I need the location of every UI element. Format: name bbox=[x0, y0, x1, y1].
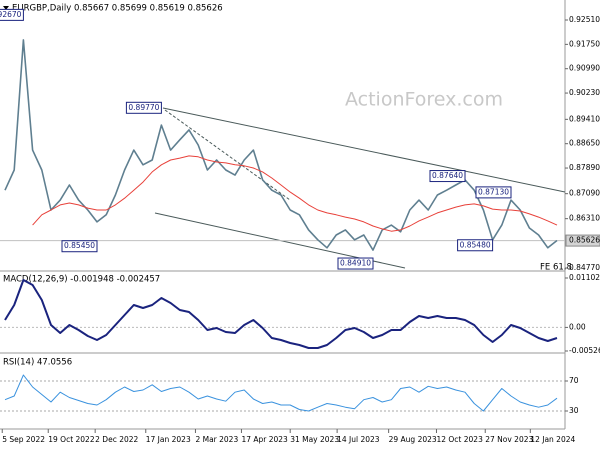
channel-top bbox=[162, 107, 566, 193]
y-tick-label: 70 bbox=[569, 376, 579, 385]
y-tick-label: 0.87890 bbox=[569, 163, 600, 172]
y-tick-label: 0.92510 bbox=[569, 15, 600, 24]
x-tick-label: 12 Jan 2024 bbox=[530, 435, 575, 444]
y-tick-label: 0.011027 bbox=[569, 273, 600, 282]
annotation-box bbox=[429, 170, 466, 183]
annotation-box bbox=[457, 239, 494, 252]
y-tick-label: -0.005267 bbox=[569, 346, 600, 355]
last-price-box bbox=[565, 234, 600, 247]
y-tick-label: 0.00 bbox=[569, 322, 586, 331]
annotation-box bbox=[337, 257, 374, 270]
annotation-label: 0.85480 bbox=[460, 240, 491, 249]
x-tick-label: 2 Mar 2023 bbox=[195, 435, 238, 444]
y-tick-label: 0.89410 bbox=[569, 114, 600, 123]
annotation-label: 0.89770 bbox=[128, 103, 159, 112]
x-tick-label: 5 Sep 2022 bbox=[2, 435, 45, 444]
annotation-box bbox=[125, 101, 162, 114]
x-tick-label: 2 Dec 2022 bbox=[95, 435, 138, 444]
y-tick-label: 0.90990 bbox=[569, 64, 600, 73]
x-tick-label: 12 Oct 2023 bbox=[436, 435, 483, 444]
annotation-label: 0.85450 bbox=[64, 241, 95, 250]
trend-dashed bbox=[164, 109, 291, 201]
x-tick-label: 17 Apr 2023 bbox=[241, 435, 288, 444]
annotation-box bbox=[475, 186, 512, 199]
annotation-label: 0.87640 bbox=[432, 171, 463, 180]
x-tick-label: 14 Jul 2023 bbox=[337, 435, 380, 444]
annotation-box bbox=[0, 8, 24, 21]
rsi-title: RSI(14) 47.0556 bbox=[3, 358, 72, 368]
x-tick-label: 19 Oct 2022 bbox=[48, 435, 95, 444]
y-tick-label: 0.86310 bbox=[569, 214, 600, 223]
macd-line bbox=[4, 279, 558, 349]
x-tick-label: 17 Jan 2023 bbox=[146, 435, 191, 444]
macd-title: MACD(12,26,9) -0.001948 -0.002457 bbox=[3, 275, 160, 285]
y-tick-label: 0.91750 bbox=[569, 39, 600, 48]
y-tick-label: 30 bbox=[569, 406, 579, 415]
annotation-label: 0.84910 bbox=[340, 259, 371, 268]
watermark: ActionForex.com bbox=[345, 89, 503, 111]
x-tick-label: 29 Aug 2023 bbox=[389, 435, 437, 444]
moving-average bbox=[32, 155, 558, 232]
last-price-label: 0.85626 bbox=[569, 236, 600, 245]
rsi-line bbox=[4, 374, 558, 412]
annotation-label: 0.92670 bbox=[0, 10, 22, 19]
y-tick-label: 0.84770 bbox=[569, 263, 600, 272]
x-tick-label: 31 May 2023 bbox=[290, 435, 339, 444]
x-tick-label: 27 Nov 2023 bbox=[485, 435, 533, 444]
annotation-box bbox=[61, 240, 98, 253]
y-tick-label: 0.90230 bbox=[569, 88, 600, 97]
y-tick-label: 0.87090 bbox=[569, 189, 600, 198]
collapse-icon bbox=[3, 6, 9, 10]
annotation-label: 0.87130 bbox=[478, 187, 509, 196]
y-tick-label: 0.88650 bbox=[569, 139, 600, 148]
fe-label: FE 61.8 bbox=[540, 263, 572, 273]
chart-title: EURGBP,Daily 0.85667 0.85699 0.85619 0.8… bbox=[12, 4, 223, 14]
